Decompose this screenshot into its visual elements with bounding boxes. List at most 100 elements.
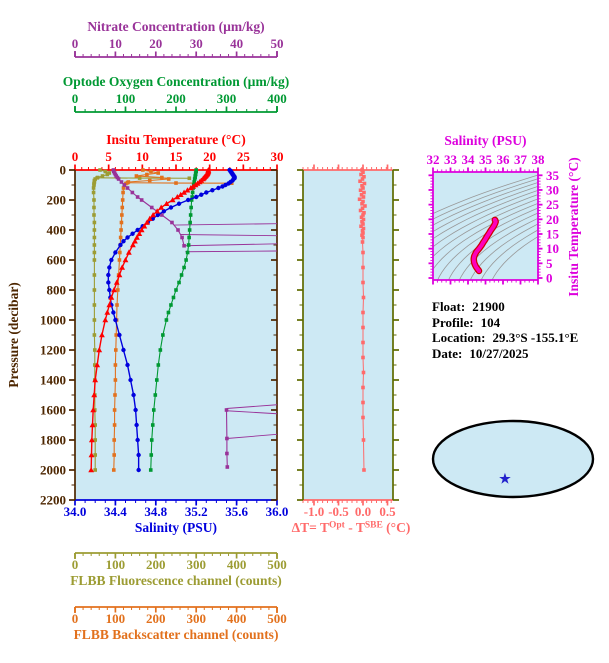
delta-t-curve — [357, 168, 367, 472]
float-id-label: Float: — [432, 299, 466, 314]
svg-text:1000: 1000 — [40, 313, 66, 328]
svg-text:0.0: 0.0 — [355, 504, 371, 519]
date-row: Date: 10/27/2025 — [432, 346, 578, 362]
svg-text:Optode Oxygen Concentration (µ: Optode Oxygen Concentration (µm/kg) — [63, 74, 289, 89]
svg-text:32: 32 — [427, 152, 440, 167]
svg-text:34.4: 34.4 — [104, 504, 127, 519]
location-value: 29.3°S -155.1°E — [492, 330, 579, 345]
svg-text:15: 15 — [546, 226, 560, 241]
svg-text:34: 34 — [462, 152, 476, 167]
ts-temperature-axis — [428, 172, 434, 280]
svg-text:Salinity (PSU): Salinity (PSU) — [135, 520, 217, 535]
svg-text:500: 500 — [267, 611, 287, 626]
svg-text:400: 400 — [227, 557, 247, 572]
svg-text:400: 400 — [47, 223, 67, 238]
svg-text:35.2: 35.2 — [185, 504, 208, 519]
svg-text:-1.0: -1.0 — [304, 504, 325, 519]
svg-text:0: 0 — [72, 36, 79, 51]
profile-value: 104 — [480, 314, 501, 330]
ts-temperature-axis-title: Insitu Temperature (°C) — [566, 157, 581, 296]
float-location-star: ★ — [499, 471, 511, 486]
svg-text:35.6: 35.6 — [225, 504, 248, 519]
nitrate-axis: 0 10 20 30 40 50 Nitrate Concentration (µm/kg) — [72, 19, 284, 58]
svg-text:25: 25 — [237, 149, 251, 164]
svg-text:1200: 1200 — [40, 343, 66, 358]
svg-text:10: 10 — [546, 241, 559, 256]
delta-axis-label: ΔT= TOpt - TSBE (°C) — [292, 520, 411, 535]
delta-left-border — [297, 169, 304, 501]
delta-bottom-axis: -1.0 -0.5 0.0 0.5 — [302, 499, 396, 519]
svg-text:0: 0 — [72, 557, 79, 572]
svg-text:30: 30 — [190, 36, 203, 51]
ts-curve — [470, 216, 499, 275]
ts-salinity-axis — [432, 279, 539, 285]
svg-text:400: 400 — [267, 91, 287, 106]
svg-text:15: 15 — [170, 149, 184, 164]
svg-text:100: 100 — [106, 557, 126, 572]
svg-text:10: 10 — [136, 149, 149, 164]
svg-text:33: 33 — [444, 152, 458, 167]
svg-text:500: 500 — [267, 557, 287, 572]
svg-text:0: 0 — [72, 91, 79, 106]
oxygen-axis: 0 100 200 300 400 Optode Oxygen Concentration… — [63, 74, 289, 113]
svg-text:800: 800 — [47, 283, 67, 298]
profile-label: Profile: — [432, 314, 474, 330]
svg-text:0: 0 — [72, 149, 79, 164]
location-label: Location: — [432, 330, 486, 345]
svg-text:20: 20 — [149, 36, 162, 51]
date-value: 10/27/2025 — [469, 345, 529, 361]
salinity-curve — [106, 167, 237, 473]
svg-text:-0.5: -0.5 — [328, 504, 349, 519]
svg-text:40: 40 — [230, 36, 243, 51]
svg-text:Pressure (decibar): Pressure (decibar) — [6, 282, 21, 388]
svg-text:0: 0 — [60, 163, 67, 178]
svg-text:300: 300 — [217, 91, 237, 106]
svg-text:36.0: 36.0 — [266, 504, 289, 519]
svg-text:2200: 2200 — [40, 493, 66, 508]
svg-text:Salinity (PSU): Salinity (PSU) — [444, 133, 526, 148]
svg-text:20: 20 — [546, 212, 559, 227]
svg-text:200: 200 — [47, 193, 67, 208]
pressure-axis: 0 200 400 600 800 1000 1200 1400 1600 1800 2000 220… — [40, 163, 76, 508]
svg-text:30: 30 — [546, 182, 559, 197]
svg-text:ΔT= TOpt - TSBE (°C): ΔT= TOpt - TSBE (°C) — [292, 520, 411, 535]
svg-text:400: 400 — [227, 611, 247, 626]
svg-text:50: 50 — [271, 36, 284, 51]
svg-text:37: 37 — [514, 152, 528, 167]
delta-top-axis — [302, 164, 393, 171]
svg-text:5: 5 — [105, 149, 112, 164]
ts-diagram — [433, 174, 538, 280]
svg-text:FLBB Fluorescence channel (cou: FLBB Fluorescence channel (counts) — [70, 573, 282, 588]
svg-text:Insitu Temperature (°C): Insitu Temperature (°C) — [566, 157, 581, 296]
svg-text:30: 30 — [271, 149, 284, 164]
svg-text:300: 300 — [186, 611, 206, 626]
svg-text:34.0: 34.0 — [64, 504, 87, 519]
svg-text:200: 200 — [166, 91, 186, 106]
float-id-row: Float: 21900 — [432, 299, 578, 315]
nitrate-curve — [111, 168, 278, 469]
svg-text:36: 36 — [497, 152, 511, 167]
svg-text:Nitrate Concentration (µm/kg): Nitrate Concentration (µm/kg) — [87, 19, 264, 34]
svg-text:100: 100 — [116, 91, 136, 106]
svg-text:0: 0 — [546, 271, 553, 286]
svg-text:1400: 1400 — [40, 373, 66, 388]
date-label: Date: — [432, 345, 463, 361]
profile-row: Profile: 104 — [432, 315, 578, 331]
svg-text:200: 200 — [146, 557, 166, 572]
svg-text:2000: 2000 — [40, 463, 66, 478]
pressure-axis-right — [271, 169, 278, 501]
svg-text:5: 5 — [546, 256, 553, 271]
svg-text:34.8: 34.8 — [144, 504, 167, 519]
svg-text:1600: 1600 — [40, 403, 66, 418]
svg-text:200: 200 — [146, 611, 166, 626]
oxygen-curve — [148, 168, 198, 472]
svg-text:38: 38 — [532, 152, 546, 167]
svg-text:600: 600 — [47, 253, 67, 268]
float-info-block: Float: 21900 Profile: 104 Location: 29.3°S … — [432, 299, 578, 361]
svg-text:Insitu Temperature (°C): Insitu Temperature (°C) — [106, 132, 245, 147]
location-row: Location: 29.3°S -155.1°E — [432, 330, 578, 346]
